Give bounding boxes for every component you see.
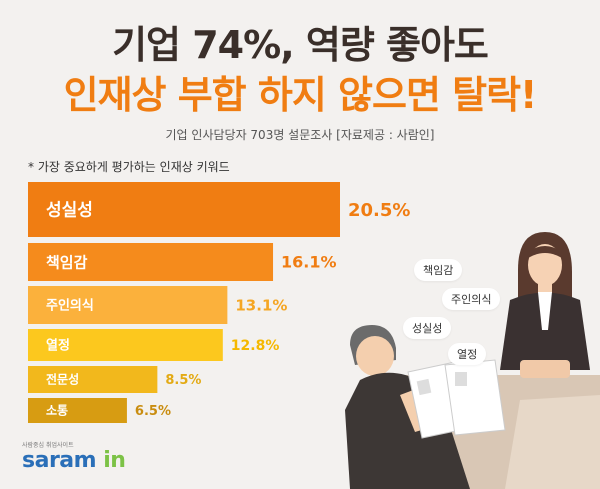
bubble-keyword-1: 책임감 [414, 259, 463, 281]
bar-3 [28, 286, 228, 324]
chart-title: * 가장 중요하게 평가하는 인재상 키워드 [28, 160, 230, 174]
bar-category-label-1: 성실성 [46, 200, 93, 220]
bar-1 [28, 182, 340, 237]
resume-papers [407, 359, 506, 439]
bar-2 [28, 243, 274, 281]
bar-value-label-5: 8.5% [165, 373, 201, 388]
bar-value-label-3: 13.1% [235, 296, 287, 314]
bubble-keyword-3: 성실성 [403, 317, 452, 339]
bar-category-label-6: 소통 [46, 403, 68, 418]
bar-5 [28, 366, 158, 393]
survey-source: 기업 인사담당자 703명 설문조사 [자료제공 : 사람인] [165, 128, 435, 142]
headline-line1: 기업 74%, 역량 좋아도 [112, 23, 489, 67]
saramin-logo: 사람중심 취업사이트 saram in [22, 440, 132, 480]
bubble-keyword-2: 주인의식 [442, 288, 501, 310]
bar-value-label-4: 12.8% [231, 338, 280, 354]
bar-6 [28, 398, 127, 423]
logo-wordmark: saram in [22, 448, 126, 473]
bar-4 [28, 329, 223, 361]
desk-top [505, 395, 600, 489]
bar-value-label-6: 6.5% [135, 404, 171, 419]
bar-category-label-3: 주인의식 [46, 298, 94, 314]
logo-tagline: 사람중심 취업사이트 [22, 442, 74, 449]
bar-category-label-2: 책임감 [46, 253, 88, 271]
bar-value-label-1: 20.5% [348, 200, 410, 221]
interviewer-woman [500, 232, 590, 378]
bar-value-label-2: 16.1% [281, 253, 337, 272]
bar-category-label-4: 열정 [46, 338, 70, 354]
bar-category-label-5: 전문성 [46, 372, 79, 387]
headline-line2: 인재상 부합 하지 않으면 탈락! [63, 73, 538, 117]
bubble-keyword-4: 열정 [448, 343, 487, 365]
